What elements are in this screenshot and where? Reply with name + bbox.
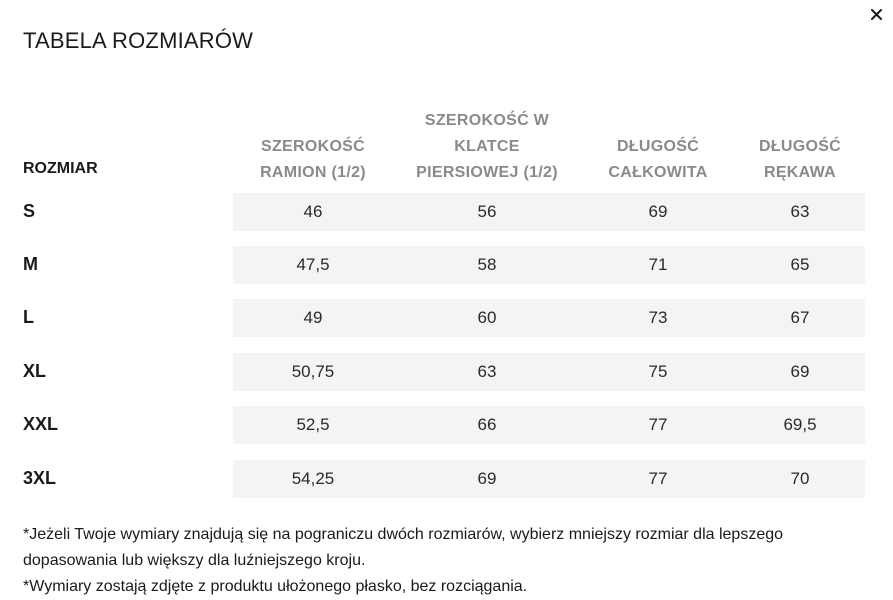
dialog-title: TABELA ROZMIARÓW <box>23 28 254 53</box>
table-cell: 69,5 <box>783 415 817 434</box>
table-cell: 73 <box>648 308 668 327</box>
row-size-label: XL <box>23 361 47 381</box>
row-size-label: XXL <box>23 414 59 434</box>
table-cell: 65 <box>790 255 810 274</box>
table-cell: 75 <box>648 362 668 381</box>
row-size-label: S <box>23 201 36 221</box>
table-cell: 50,75 <box>291 362 335 381</box>
table-cell: 77 <box>648 469 668 488</box>
table-row <box>233 406 865 444</box>
table-cell: 69 <box>477 469 497 488</box>
table-cell: 70 <box>790 469 810 488</box>
close-button[interactable] <box>866 4 886 24</box>
notes: *Jeżeli Twoje wymiary znajdują się na po… <box>23 522 873 600</box>
table-row <box>233 353 865 391</box>
header-size: ROZMIAR <box>23 160 98 177</box>
header-sleeve-length: DŁUGOŚĆ RĘKAWA <box>758 138 842 181</box>
table-cell: 52,5 <box>296 415 330 434</box>
table-row <box>233 460 865 498</box>
table-cell: 56 <box>477 202 497 221</box>
header-chest-width: SZEROKOŚĆ W KLATCE PIERSIOWEJ (1/2) <box>416 112 558 181</box>
table-row <box>233 299 865 337</box>
table-cell: 66 <box>477 415 497 434</box>
table-cell: 77 <box>648 415 668 434</box>
table-cell: 47,5 <box>296 255 330 274</box>
table-cell: 69 <box>648 202 668 221</box>
table-row <box>233 193 865 231</box>
table-cell: 54,25 <box>291 469 335 488</box>
table-cell: 67 <box>790 308 810 327</box>
row-size-label: 3XL <box>23 468 57 488</box>
header-total-length: DŁUGOŚĆ CAŁKOWITA <box>608 138 708 181</box>
table-cell: 63 <box>790 202 810 221</box>
table-cell: 60 <box>477 308 497 327</box>
header-shoulder-width: SZEROKOŚĆ RAMION (1/2) <box>260 138 366 181</box>
table-cell: 58 <box>477 255 497 274</box>
table-cell: 49 <box>303 308 323 327</box>
row-size-label: M <box>23 254 38 274</box>
table-cell: 69 <box>790 362 810 381</box>
note-borderline: *Jeżeli Twoje wymiary znajdują się na po… <box>23 526 784 569</box>
table-cell: 46 <box>303 202 323 221</box>
note-measurement: *Wymiary zostają zdjęte z produktu ułożo… <box>23 578 528 595</box>
close-icon <box>870 8 882 20</box>
table-row <box>233 246 865 284</box>
table-cell: 63 <box>477 362 497 381</box>
row-size-label: L <box>23 307 34 327</box>
table-cell: 71 <box>648 255 668 274</box>
